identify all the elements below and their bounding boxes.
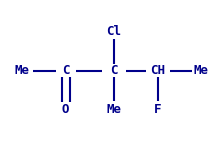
Text: O: O (62, 103, 69, 116)
Text: CH: CH (150, 64, 165, 77)
Text: Me: Me (106, 103, 121, 116)
Text: C: C (62, 64, 69, 77)
Text: Me: Me (14, 64, 29, 77)
Text: Cl: Cl (106, 25, 121, 38)
Text: F: F (154, 103, 161, 116)
Text: C: C (110, 64, 118, 77)
Text: Me: Me (194, 64, 209, 77)
